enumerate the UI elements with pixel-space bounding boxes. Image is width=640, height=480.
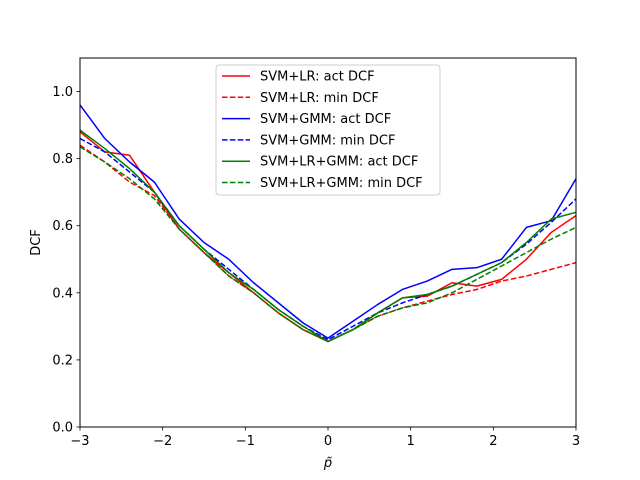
x-tick-label: 1 bbox=[407, 434, 415, 449]
y-axis: 0.0 0.2 0.4 0.6 0.8 1.0 bbox=[52, 85, 80, 436]
series-line-5 bbox=[79, 146, 577, 343]
y-axis-label: DCF bbox=[29, 229, 44, 256]
x-axis: −3 −2 −1 0 1 2 3 bbox=[70, 427, 580, 449]
y-tick-label: 0.2 bbox=[52, 353, 73, 368]
legend-label-3: SVM+GMM: min DCF bbox=[260, 133, 395, 148]
legend-label-2: SVM+GMM: act DCF bbox=[260, 112, 391, 127]
y-tick-label: 1.0 bbox=[52, 85, 73, 100]
legend-label-1: SVM+LR: min DCF bbox=[260, 91, 379, 106]
y-tick-label: 0.0 bbox=[52, 421, 73, 436]
legend-label-4: SVM+LR+GMM: act DCF bbox=[260, 155, 418, 170]
x-tick-label: −1 bbox=[236, 434, 255, 449]
x-axis-label: p̃ bbox=[323, 456, 332, 471]
y-tick-label: 0.4 bbox=[52, 286, 73, 301]
x-tick-label: 3 bbox=[572, 434, 580, 449]
legend: SVM+LR: act DCF SVM+LR: min DCF SVM+GMM: a… bbox=[215, 64, 441, 196]
legend-label-0: SVM+LR: act DCF bbox=[260, 70, 375, 85]
legend-label-5: SVM+LR+GMM: min DCF bbox=[260, 176, 423, 191]
x-tick-label: −3 bbox=[70, 434, 89, 449]
series-layer bbox=[79, 104, 577, 343]
x-tick-label: −2 bbox=[153, 434, 172, 449]
series-line-2 bbox=[79, 104, 577, 339]
legend-box bbox=[215, 64, 441, 196]
x-tick-label: 2 bbox=[489, 434, 497, 449]
y-tick-label: 0.8 bbox=[52, 152, 73, 167]
x-tick-label: 0 bbox=[324, 434, 332, 449]
y-tick-label: 0.6 bbox=[52, 219, 73, 234]
